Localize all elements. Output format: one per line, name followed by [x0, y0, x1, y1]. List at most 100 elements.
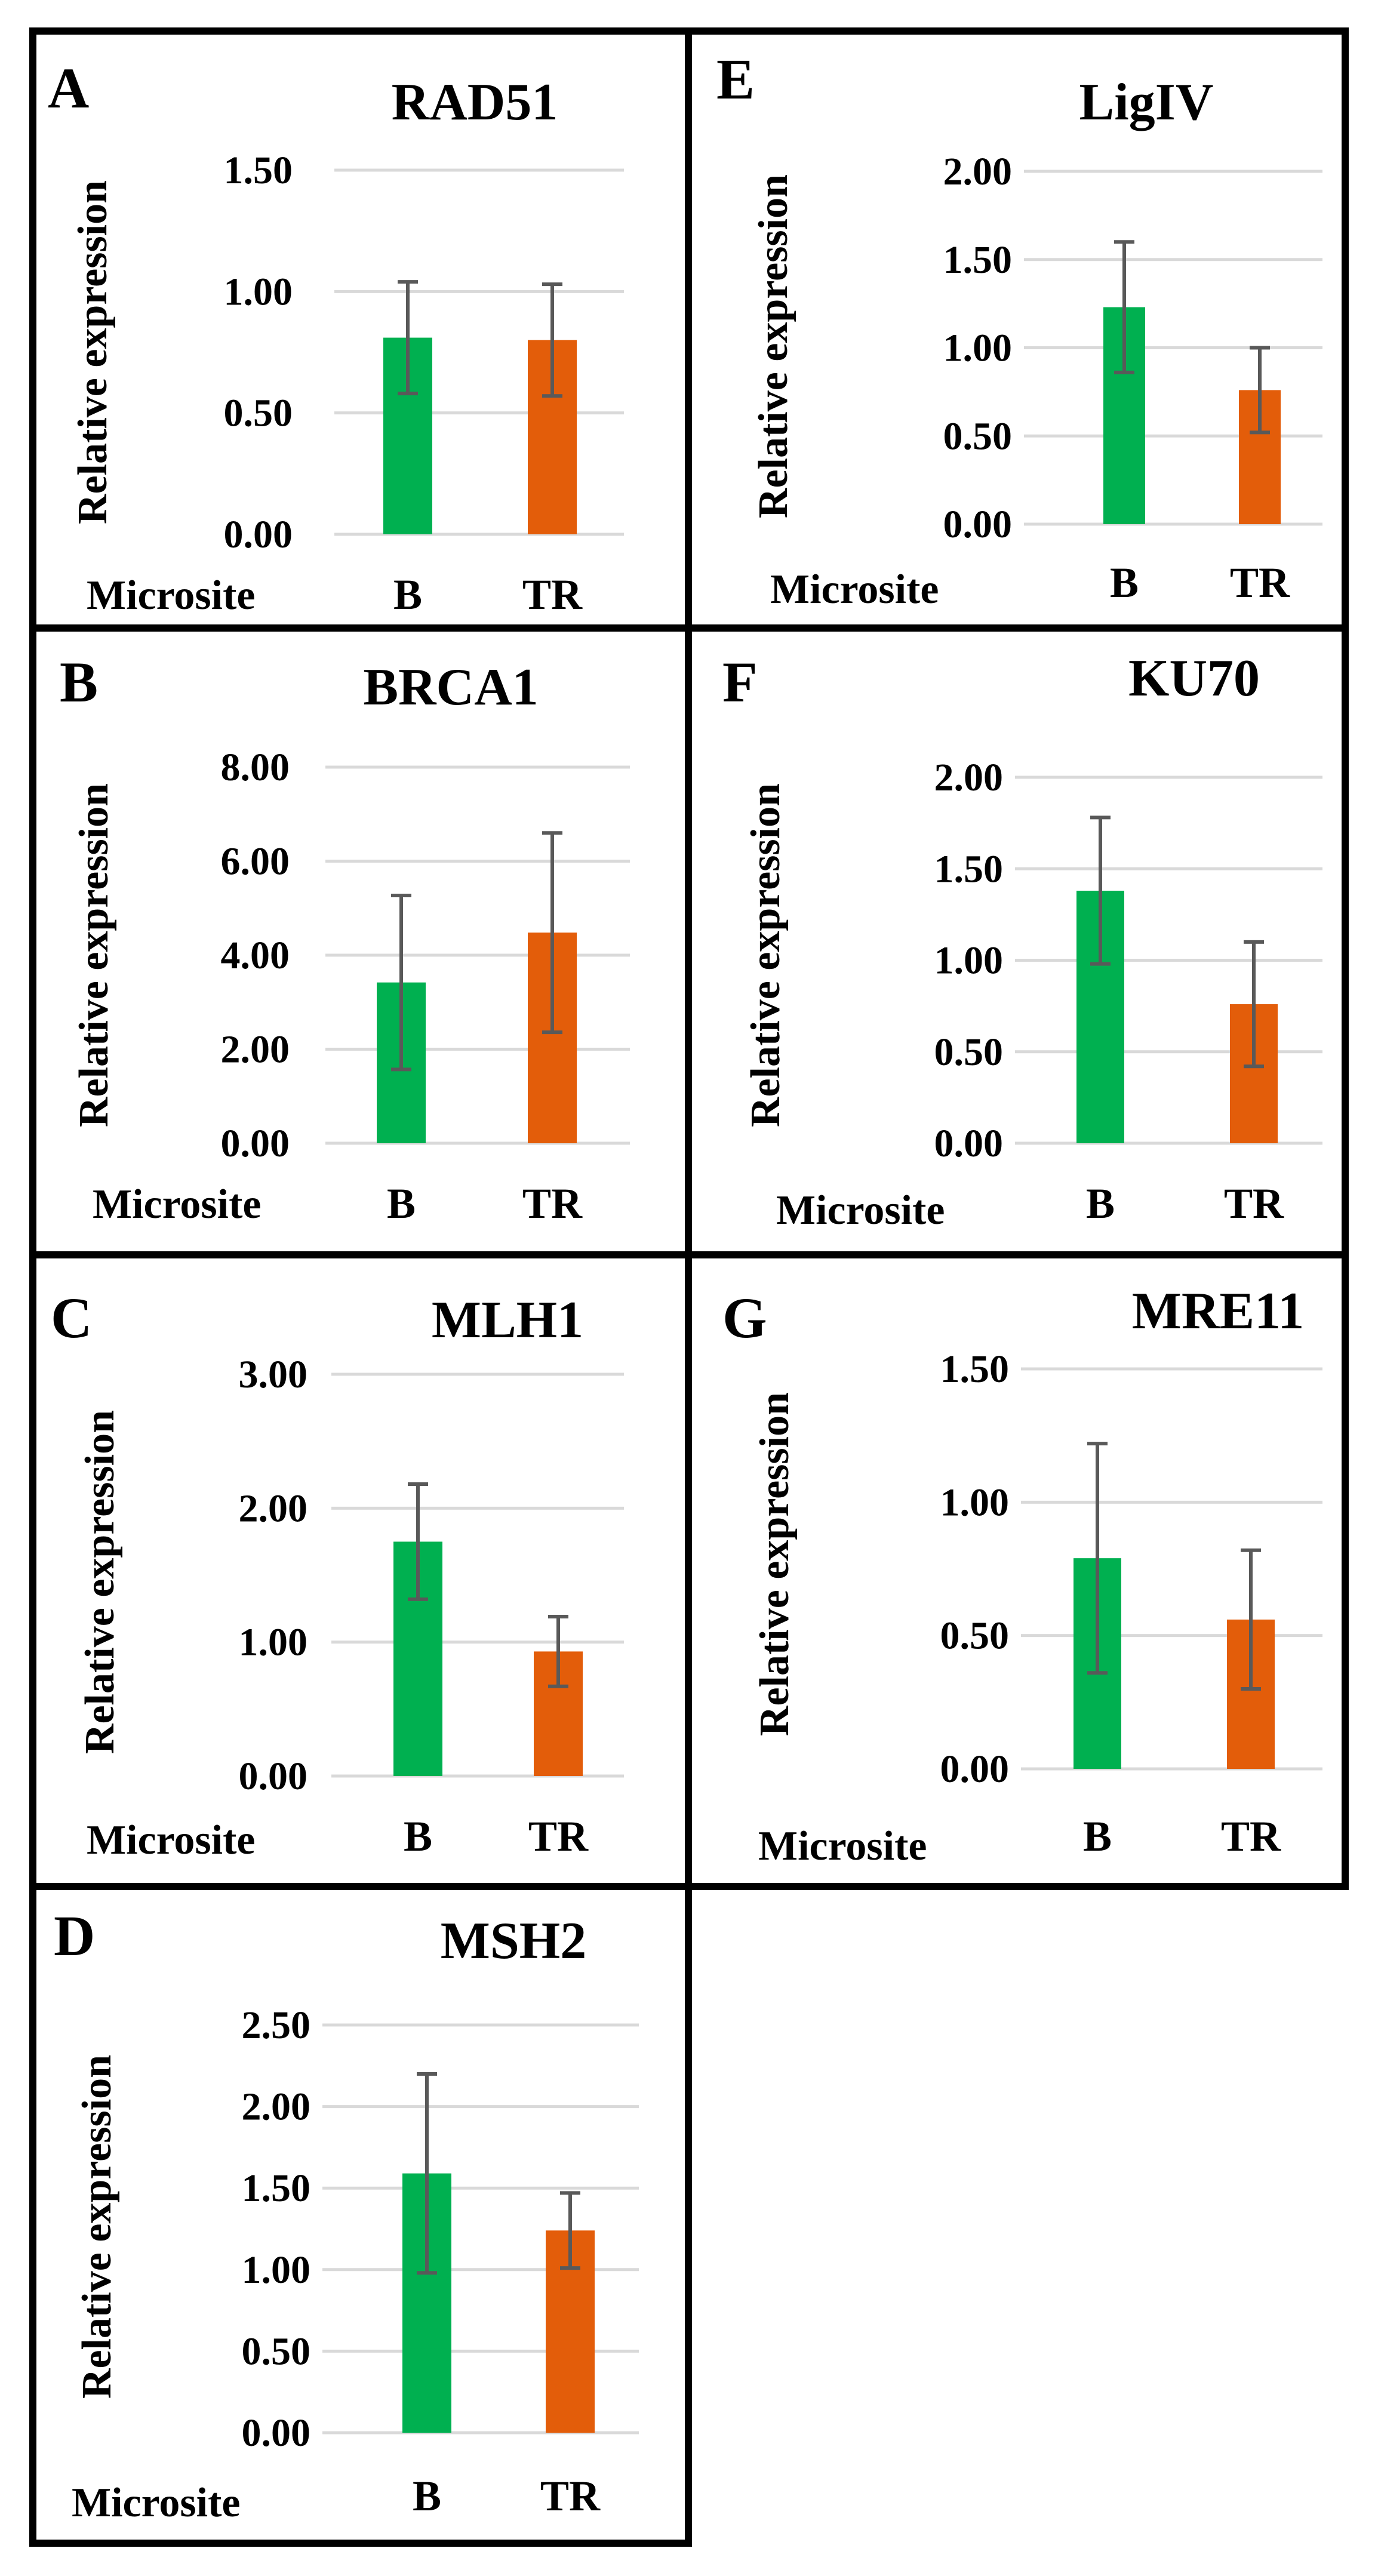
y-tick-label: 0.50 — [943, 414, 1013, 458]
y-axis-label: Relative expression — [70, 180, 116, 524]
y-tick-label: 1.00 — [224, 270, 293, 313]
x-tick-label: TR — [540, 2472, 601, 2520]
x-axis-label: Microsite — [87, 1817, 255, 1863]
y-tick-label: 2.00 — [943, 150, 1013, 193]
y-tick-label: 0.00 — [224, 513, 293, 556]
x-tick-label: TR — [1230, 559, 1290, 607]
chart-panel-e: E LigIV 0.00 0.50 1.00 1.50 2.00 B TR Microsite Re… — [716, 47, 1322, 613]
chart-panel-a: A RAD51 0.00 0.50 1.00 1.50 B TR Microsite Relati… — [48, 56, 624, 618]
panel-letter: D — [54, 1904, 95, 1968]
y-tick-label: 2.00 — [221, 1028, 290, 1072]
chart-panels: A RAD51 0.00 0.50 1.00 1.50 B TR Microsite Relati… — [48, 47, 1322, 2526]
panel-letter: A — [48, 56, 89, 120]
y-tick-label: 0.00 — [943, 503, 1013, 546]
panel-letter: B — [60, 650, 98, 714]
x-axis-label: Microsite — [758, 1823, 927, 1869]
x-axis-label: Microsite — [770, 567, 939, 613]
error-bar-b — [1114, 240, 1134, 374]
y-tick-label: 2.00 — [934, 756, 1004, 799]
error-bar-tr — [560, 2191, 580, 2270]
y-tick-label: 0.00 — [221, 1122, 290, 1165]
x-axis-label: Microsite — [72, 2480, 240, 2526]
y-axis-label: Relative expression — [743, 783, 789, 1127]
error-bar-tr — [542, 831, 562, 1035]
y-tick-label: 4.00 — [221, 934, 290, 977]
y-tick-label: 2.00 — [242, 2085, 311, 2129]
chart-panel-c: C MLH1 0.00 1.00 2.00 3.00 B TR Microsite Relativ… — [51, 1286, 624, 1863]
x-tick-label: TR — [522, 1180, 583, 1227]
x-tick-label: B — [1086, 1180, 1115, 1227]
y-axis-label: Relative expression — [74, 2055, 120, 2399]
y-tick-label: 1.00 — [242, 2248, 311, 2292]
x-tick-label: TR — [1224, 1180, 1284, 1227]
y-tick-label: 3.00 — [239, 1353, 308, 1396]
y-tick-label: 0.50 — [242, 2329, 311, 2373]
x-tick-label: B — [413, 2472, 441, 2520]
y-tick-label: 0.00 — [242, 2411, 311, 2455]
error-bar-tr — [1241, 1548, 1261, 1691]
x-tick-label: TR — [528, 1812, 589, 1860]
y-tick-label: 0.50 — [224, 392, 293, 435]
x-tick-label: TR — [1221, 1812, 1281, 1860]
y-axis-label: Relative expression — [750, 174, 796, 518]
chart-title: MSH2 — [441, 1912, 586, 1970]
y-tick-label: 0.50 — [934, 1030, 1004, 1074]
x-axis-label: Microsite — [776, 1187, 945, 1233]
x-tick-label: B — [387, 1180, 416, 1227]
panel-letter: F — [722, 650, 758, 714]
error-bar-b — [408, 1482, 428, 1601]
y-tick-label: 1.00 — [934, 939, 1004, 983]
chart-title: LigIV — [1079, 73, 1214, 131]
error-bar-tr — [542, 282, 562, 398]
chart-panel-d: D MSH2 0.00 0.50 1.00 1.50 2.00 2.50 B TR Microsit… — [54, 1904, 639, 2526]
x-tick-label: B — [393, 571, 422, 618]
error-bar-b — [398, 280, 418, 396]
y-tick-label: 0.00 — [239, 1755, 308, 1798]
x-axis-label: Microsite — [93, 1181, 261, 1227]
error-bar-tr — [548, 1615, 568, 1688]
frame-left-column — [29, 27, 692, 2547]
y-tick-label: 1.50 — [242, 2166, 311, 2210]
error-bar-b — [391, 893, 411, 1072]
chart-title: RAD51 — [392, 73, 558, 131]
x-tick-label: TR — [522, 571, 583, 618]
y-tick-label: 6.00 — [221, 840, 290, 884]
chart-panel-b: B BRCA1 0.00 2.00 4.00 6.00 8.00 B TR Microsite Re… — [60, 650, 630, 1227]
error-bar-tr — [1250, 346, 1270, 435]
chart-panel-f: F KU70 0.00 0.50 1.00 1.50 2.00 B TR Microsite Rel… — [722, 650, 1322, 1233]
chart-panel-g: G MRE11 0.00 0.50 1.00 1.50 B TR Microsite Relati… — [722, 1282, 1322, 1869]
chart-title: BRCA1 — [363, 658, 538, 716]
y-tick-label: 8.00 — [221, 746, 290, 789]
y-tick-label: 1.00 — [239, 1621, 308, 1664]
chart-title: MLH1 — [432, 1291, 583, 1349]
y-axis-label: Relative expression — [71, 783, 117, 1127]
frame-right-column — [685, 27, 1349, 1890]
y-tick-label: 1.50 — [934, 847, 1004, 891]
panel-letter: G — [722, 1286, 767, 1350]
y-axis-label: Relative expression — [77, 1410, 123, 1754]
y-tick-label: 0.50 — [940, 1614, 1010, 1658]
x-axis-label: Microsite — [87, 573, 255, 618]
x-tick-label: B — [404, 1812, 432, 1860]
panel-frames — [29, 27, 1349, 2547]
y-tick-label: 1.50 — [224, 149, 293, 192]
y-tick-label: 2.50 — [242, 2003, 311, 2047]
error-bar-b — [1090, 815, 1111, 966]
y-tick-label: 0.00 — [940, 1747, 1010, 1791]
y-tick-label: 1.50 — [943, 238, 1013, 282]
y-tick-label: 1.00 — [943, 327, 1013, 370]
y-tick-label: 2.00 — [239, 1486, 308, 1530]
y-tick-label: 1.00 — [940, 1481, 1010, 1524]
x-tick-label: B — [1110, 559, 1139, 607]
panel-letter: E — [716, 47, 755, 111]
x-tick-label: B — [1083, 1812, 1112, 1860]
chart-title: KU70 — [1128, 650, 1260, 707]
chart-title: MRE11 — [1132, 1282, 1304, 1340]
y-tick-label: 0.00 — [934, 1122, 1004, 1165]
error-bar-tr — [1244, 940, 1264, 1069]
error-bar-b — [417, 2072, 437, 2275]
y-axis-label: Relative expression — [752, 1392, 798, 1736]
error-bar-b — [1087, 1442, 1108, 1675]
y-tick-label: 1.50 — [940, 1347, 1010, 1391]
